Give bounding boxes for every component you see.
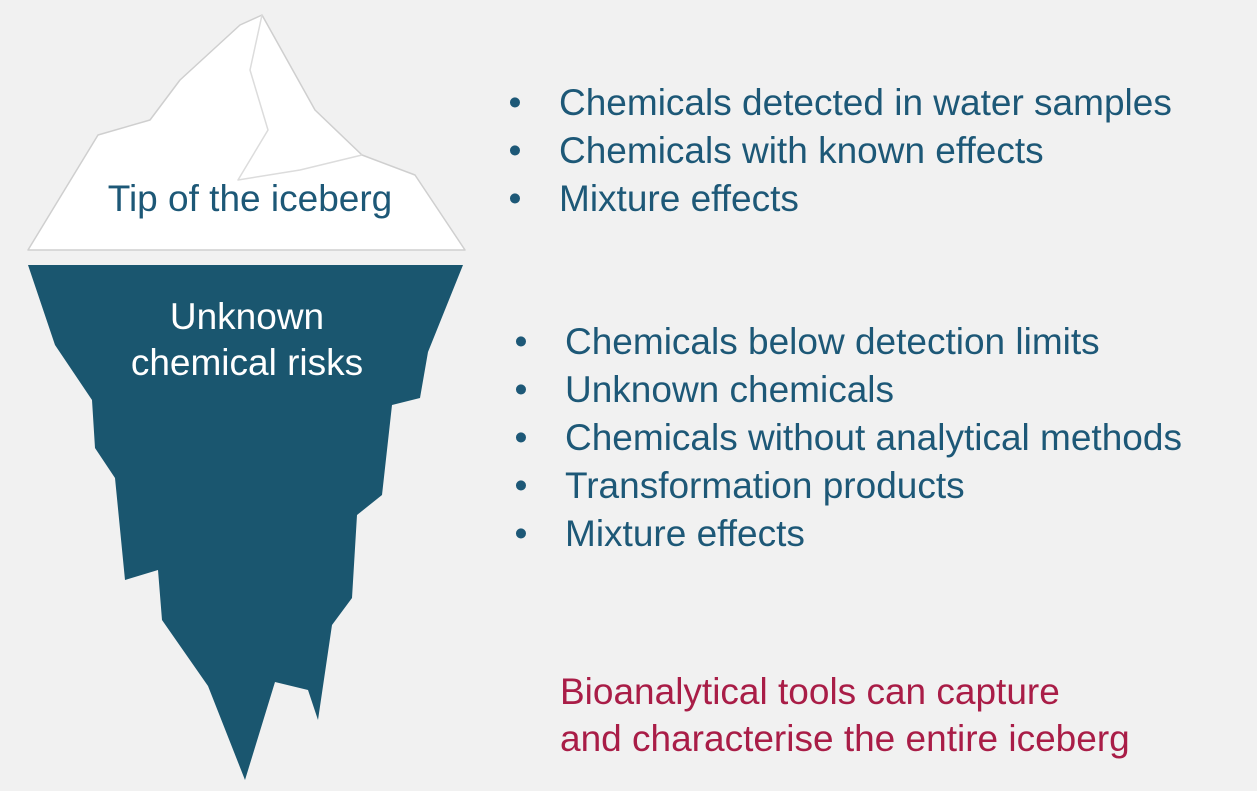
list-item-text: Unknown chemicals	[565, 369, 895, 410]
list-item: • Mixture effects	[511, 510, 1251, 558]
bullet: •	[508, 178, 522, 219]
visible-chemicals-list: • Chemicals detected in water samples • …	[505, 79, 1245, 223]
bullet: •	[514, 513, 528, 554]
conclusion-line: Bioanalytical tools can capture	[560, 671, 1060, 712]
list-item: • Chemicals detected in water samples	[505, 79, 1245, 127]
underwater-label-line: chemical risks	[130, 342, 364, 383]
list-item-text: Mixture effects	[565, 513, 805, 554]
list-item: • Chemicals with known effects	[505, 127, 1245, 175]
list-item: • Mixture effects	[505, 175, 1245, 223]
iceberg-tip-crease	[237, 14, 363, 181]
list-item-text: Chemicals with known effects	[559, 130, 1044, 171]
list-item-text: Chemicals detected in water samples	[559, 82, 1172, 123]
bullet: •	[508, 130, 522, 171]
list-item: • Transformation products	[511, 462, 1251, 510]
iceberg-tip-label: Tip of the iceberg	[107, 178, 393, 219]
hidden-chemicals-list: • Chemicals below detection limits • Unk…	[511, 318, 1251, 558]
list-item-text: Chemicals below detection limits	[565, 321, 1100, 362]
iceberg-underwater-label: Unknown chemical risks	[60, 294, 434, 386]
list-item-text: Mixture effects	[559, 178, 799, 219]
list-item: • Unknown chemicals	[511, 366, 1251, 414]
iceberg-illustration	[27, 14, 466, 780]
bullet: •	[514, 321, 528, 362]
list-item-text: Transformation products	[565, 465, 965, 506]
bullet: •	[514, 417, 528, 458]
conclusion-statement: Bioanalytical tools can capture and char…	[560, 668, 1220, 762]
bullet: •	[514, 465, 528, 506]
bullet: •	[514, 369, 528, 410]
bullet: •	[508, 82, 522, 123]
list-item-text: Chemicals without analytical methods	[565, 417, 1182, 458]
underwater-label-line: Unknown	[169, 296, 325, 337]
list-item: • Chemicals below detection limits	[511, 318, 1251, 366]
conclusion-line: and characterise the entire iceberg	[560, 718, 1130, 759]
list-item: • Chemicals without analytical methods	[511, 414, 1251, 462]
iceberg-underwater-shape	[28, 265, 463, 780]
